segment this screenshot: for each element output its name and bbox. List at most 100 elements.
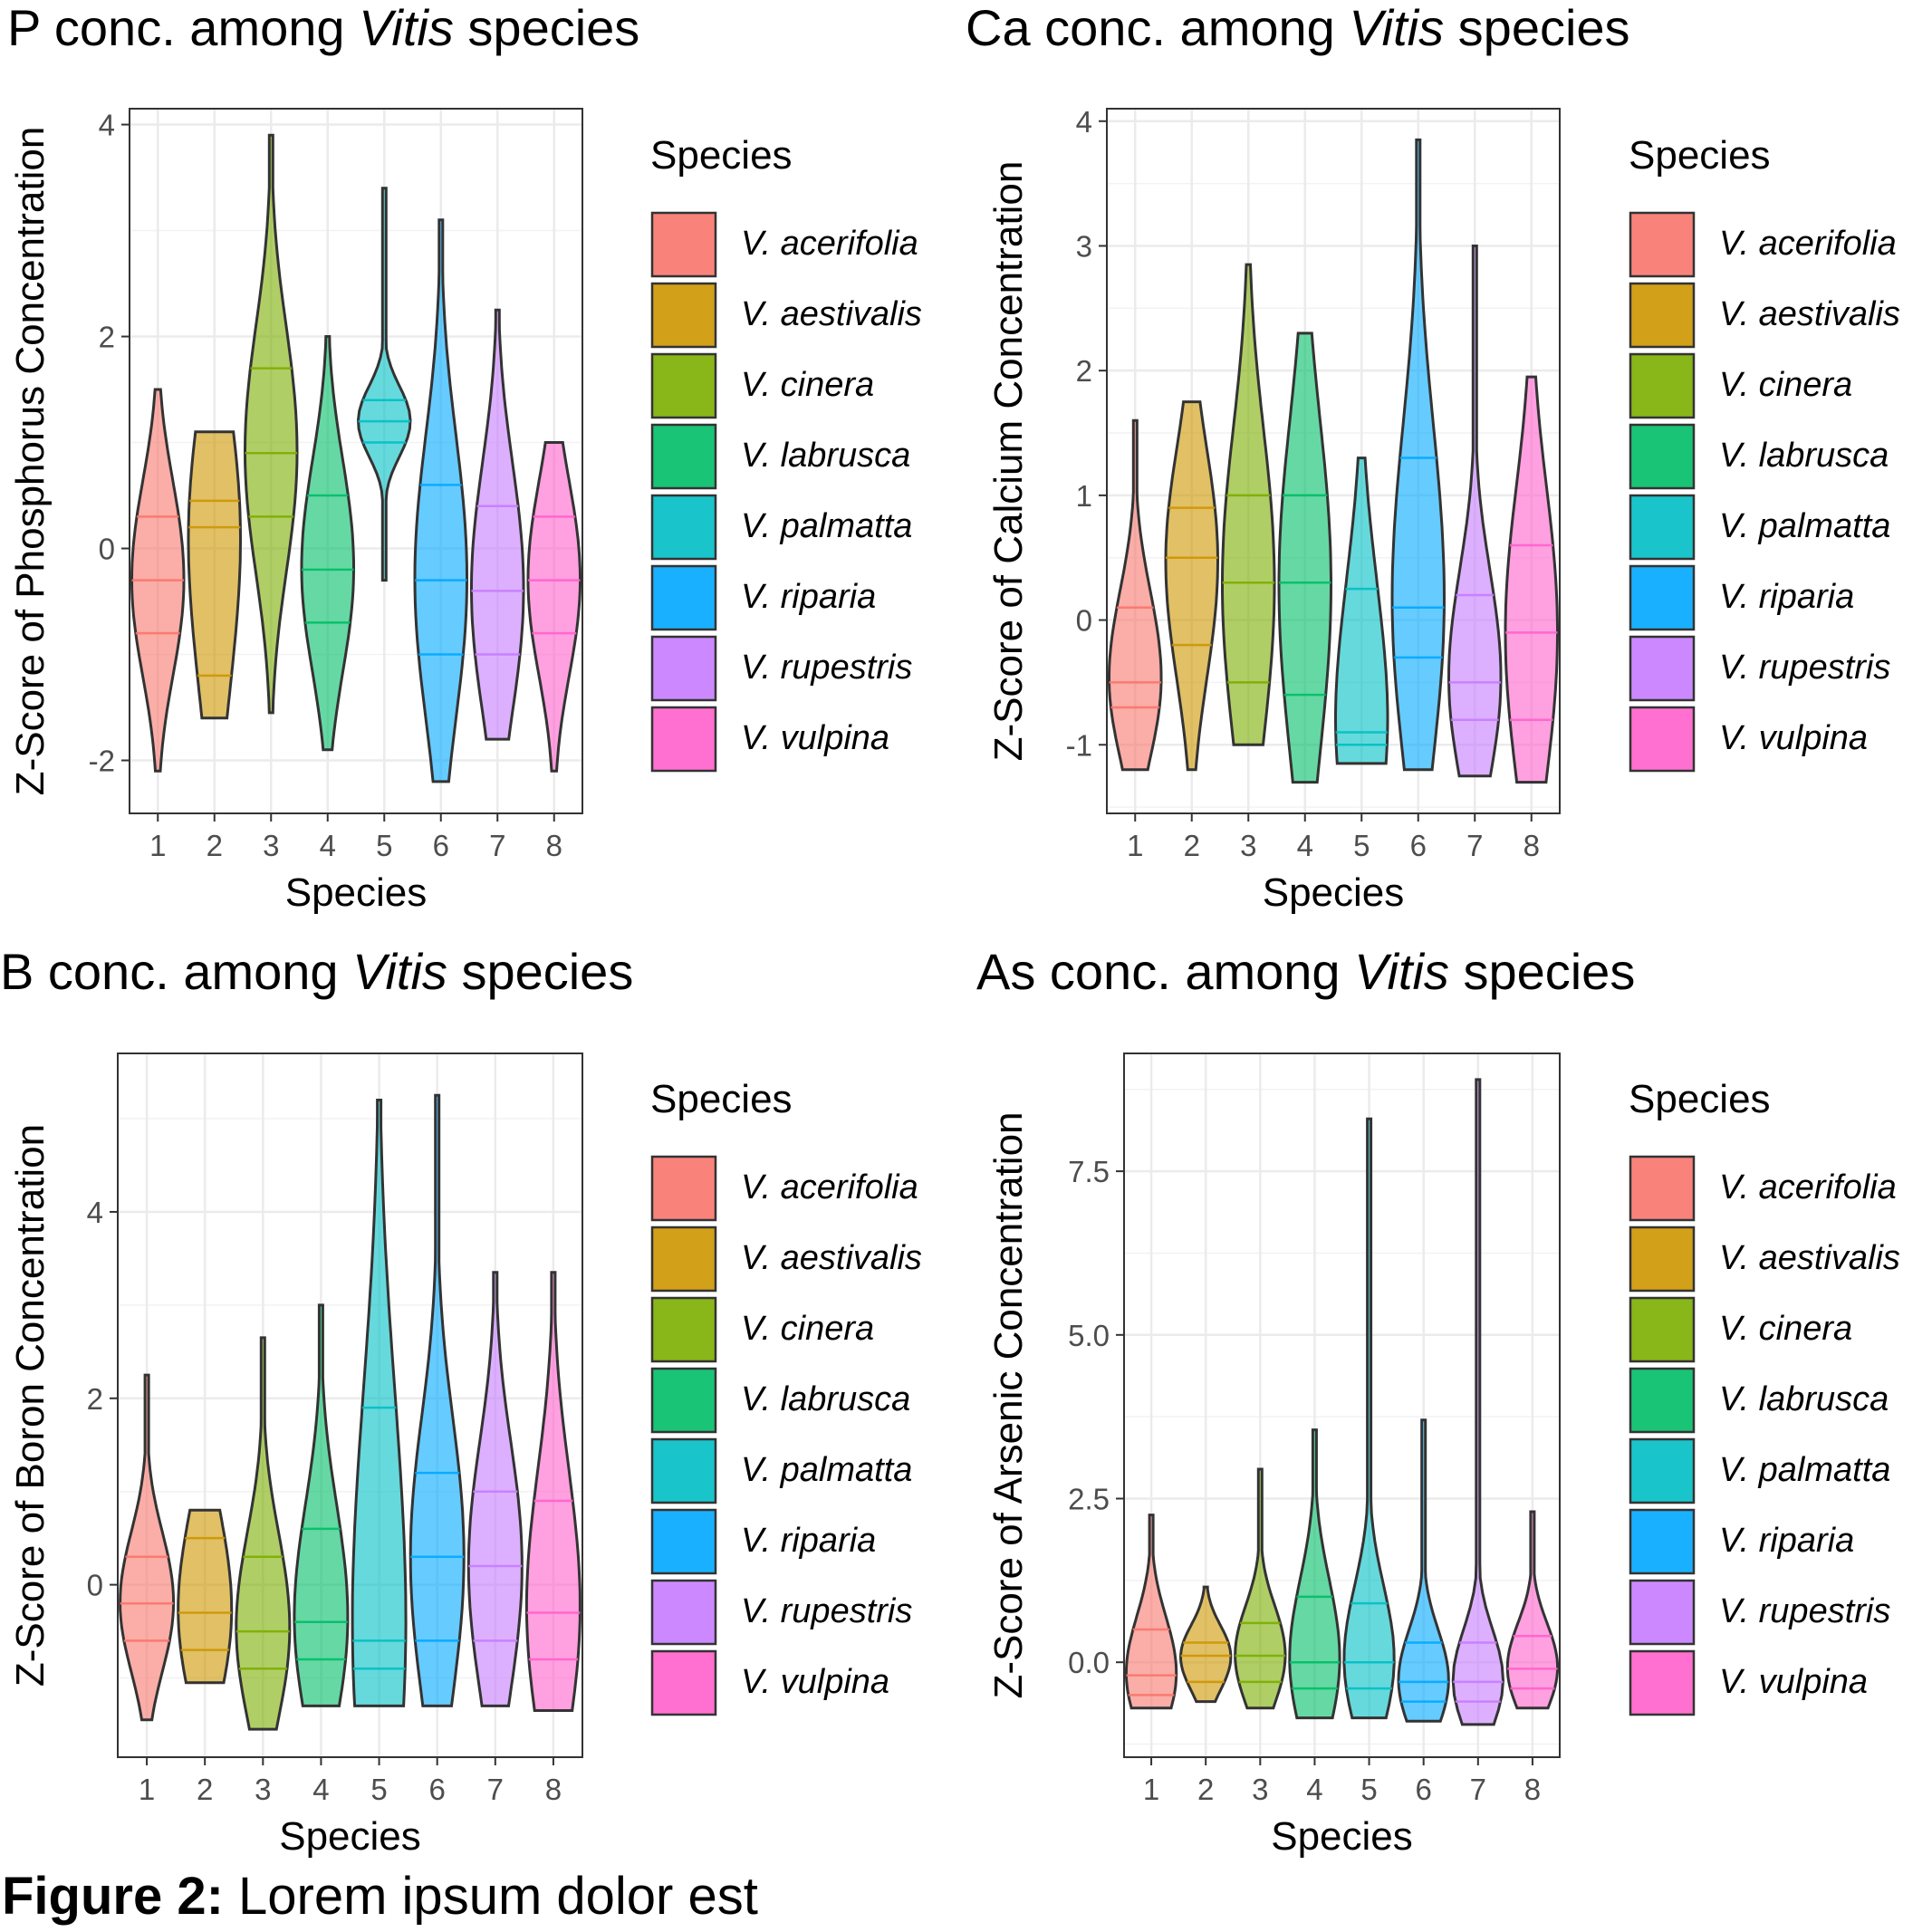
legend-label: V. riparia <box>1719 1522 1854 1560</box>
plot-border <box>1106 108 1561 814</box>
legend-label: V. acerifolia <box>1719 225 1897 263</box>
legend-key <box>650 1226 717 1293</box>
legend-key <box>650 352 717 419</box>
violin-series-4 <box>300 335 355 752</box>
x-tick-label: 2 <box>207 829 223 862</box>
panel-title-genus: Vitis <box>359 0 454 56</box>
panel-title: As conc. among Vitis species <box>976 943 1635 1000</box>
legend-label: V. aestivalis <box>1719 1239 1900 1277</box>
violin-series-7 <box>466 1271 524 1707</box>
legend-key <box>1629 352 1696 419</box>
panel-title-genus: Vitis <box>1349 0 1444 56</box>
legend-key <box>650 706 717 773</box>
legend-key <box>650 1579 717 1646</box>
violin-series-5 <box>1334 457 1389 765</box>
y-tick-label: 2 <box>1076 354 1092 388</box>
violin-series-8 <box>526 441 582 773</box>
legend-label: V. labrusca <box>741 1380 910 1418</box>
violin-series-1 <box>1124 1514 1178 1710</box>
violin-series-8 <box>1505 1510 1560 1710</box>
legend: Species V. acerifolia V. aestivalis V. cine… <box>1629 133 1900 773</box>
x-tick-label: 6 <box>433 829 449 862</box>
legend-label: V. vulpina <box>741 1663 889 1701</box>
legend-label: V. aestivalis <box>741 295 922 333</box>
x-axis-title: Species <box>279 1814 421 1859</box>
caption-label: Figure 2: <box>2 1867 224 1926</box>
x-axis-title: Species <box>1271 1814 1413 1859</box>
legend-label: V. riparia <box>741 1522 876 1560</box>
legend-key <box>650 211 717 278</box>
legend-label: V. cinera <box>741 1310 874 1348</box>
x-axis-title: Species <box>285 870 428 915</box>
legend-key <box>650 635 717 702</box>
legend-label: V. aestivalis <box>741 1239 922 1277</box>
violin-series-1 <box>119 1373 176 1722</box>
legend-label: V. rupestris <box>741 1592 912 1630</box>
panel-4: As conc. among Vitis species 0.0 2.5 5.0 7.5… <box>976 943 1900 1859</box>
y-tick-label: 3 <box>1076 229 1092 263</box>
x-tick-label: 7 <box>1466 829 1483 862</box>
figure-caption: Figure 2: Lorem ipsum dolor est <box>2 1870 758 1923</box>
legend-label: V. palmatta <box>1719 1451 1890 1489</box>
violin-series-2 <box>177 1508 234 1685</box>
legend-key <box>650 564 717 631</box>
legend-label: V. cinera <box>741 366 874 404</box>
legend-label: V. labrusca <box>741 437 910 475</box>
violin-series-4 <box>1277 332 1332 784</box>
legend-key <box>650 1508 717 1575</box>
legend-key <box>1629 1508 1696 1575</box>
legend-label: V. acerifolia <box>741 1168 918 1206</box>
violin-series-6 <box>409 1093 466 1707</box>
y-axis-title: Z-Score of Calcium Concentration <box>986 161 1031 762</box>
legend-key <box>1629 1226 1696 1293</box>
legend-key <box>1629 1367 1696 1434</box>
y-tick-label: -2 <box>89 745 115 778</box>
legend-key <box>1629 1155 1696 1222</box>
legend-label: V. vulpina <box>1719 719 1868 757</box>
legend-key <box>1629 1649 1696 1716</box>
panel-title-suffix: species <box>1449 943 1635 1000</box>
plot-border <box>117 1053 583 1758</box>
legend-key <box>650 1155 717 1222</box>
violin-series-6 <box>413 218 469 783</box>
violin-series-4 <box>1288 1428 1341 1720</box>
legend-label: V. vulpina <box>741 719 889 757</box>
panel-title-genus: Vitis <box>352 943 447 1000</box>
legend-label: V. acerifolia <box>741 225 918 263</box>
violin-series-6 <box>1397 1418 1450 1723</box>
legend-label: V. rupestris <box>741 649 912 687</box>
panel-title: Ca conc. among Vitis species <box>966 0 1630 56</box>
x-tick-label: 4 <box>1306 1773 1322 1806</box>
legend-key <box>1629 211 1696 278</box>
panel-title-suffix: species <box>447 943 633 1000</box>
legend-label: V. palmatta <box>1719 507 1890 545</box>
legend-label: V. acerifolia <box>1719 1168 1897 1206</box>
legend-key <box>1629 282 1696 349</box>
x-tick-label: 7 <box>489 829 505 862</box>
panel-title-genus: Vitis <box>1354 943 1449 1000</box>
panel-title-suffix: species <box>454 0 639 56</box>
panel-title-prefix: As conc. among <box>976 943 1354 1000</box>
violin-series-2 <box>1178 1585 1233 1704</box>
y-axis-title: Z-Score of Phosphorus Concentration <box>8 127 53 796</box>
legend-label: V. cinera <box>1719 366 1852 404</box>
panel-title-prefix: Ca conc. among <box>966 0 1349 56</box>
panel-title-prefix: B conc. among <box>0 943 352 1000</box>
legend-label: V. aestivalis <box>1719 295 1900 333</box>
violin-series-7 <box>470 308 525 741</box>
x-tick-label: 8 <box>1524 1773 1541 1806</box>
y-tick-label: 4 <box>99 109 115 142</box>
plot-border <box>129 108 583 814</box>
legend-key <box>1629 635 1696 702</box>
x-tick-label: 1 <box>1143 1773 1159 1806</box>
x-tick-label: 1 <box>149 829 166 862</box>
legend-key <box>1629 1437 1696 1504</box>
x-tick-label: 8 <box>546 829 562 862</box>
x-tick-label: 4 <box>320 829 336 862</box>
legend-label: V. vulpina <box>1719 1663 1868 1701</box>
y-tick-label: 7.5 <box>1068 1155 1110 1188</box>
violin-series-4 <box>293 1303 350 1707</box>
legend: Species V. acerifolia V. aestivalis V. cine… <box>650 1077 922 1716</box>
x-tick-label: 3 <box>263 829 279 862</box>
y-tick-label: -1 <box>1066 728 1092 762</box>
